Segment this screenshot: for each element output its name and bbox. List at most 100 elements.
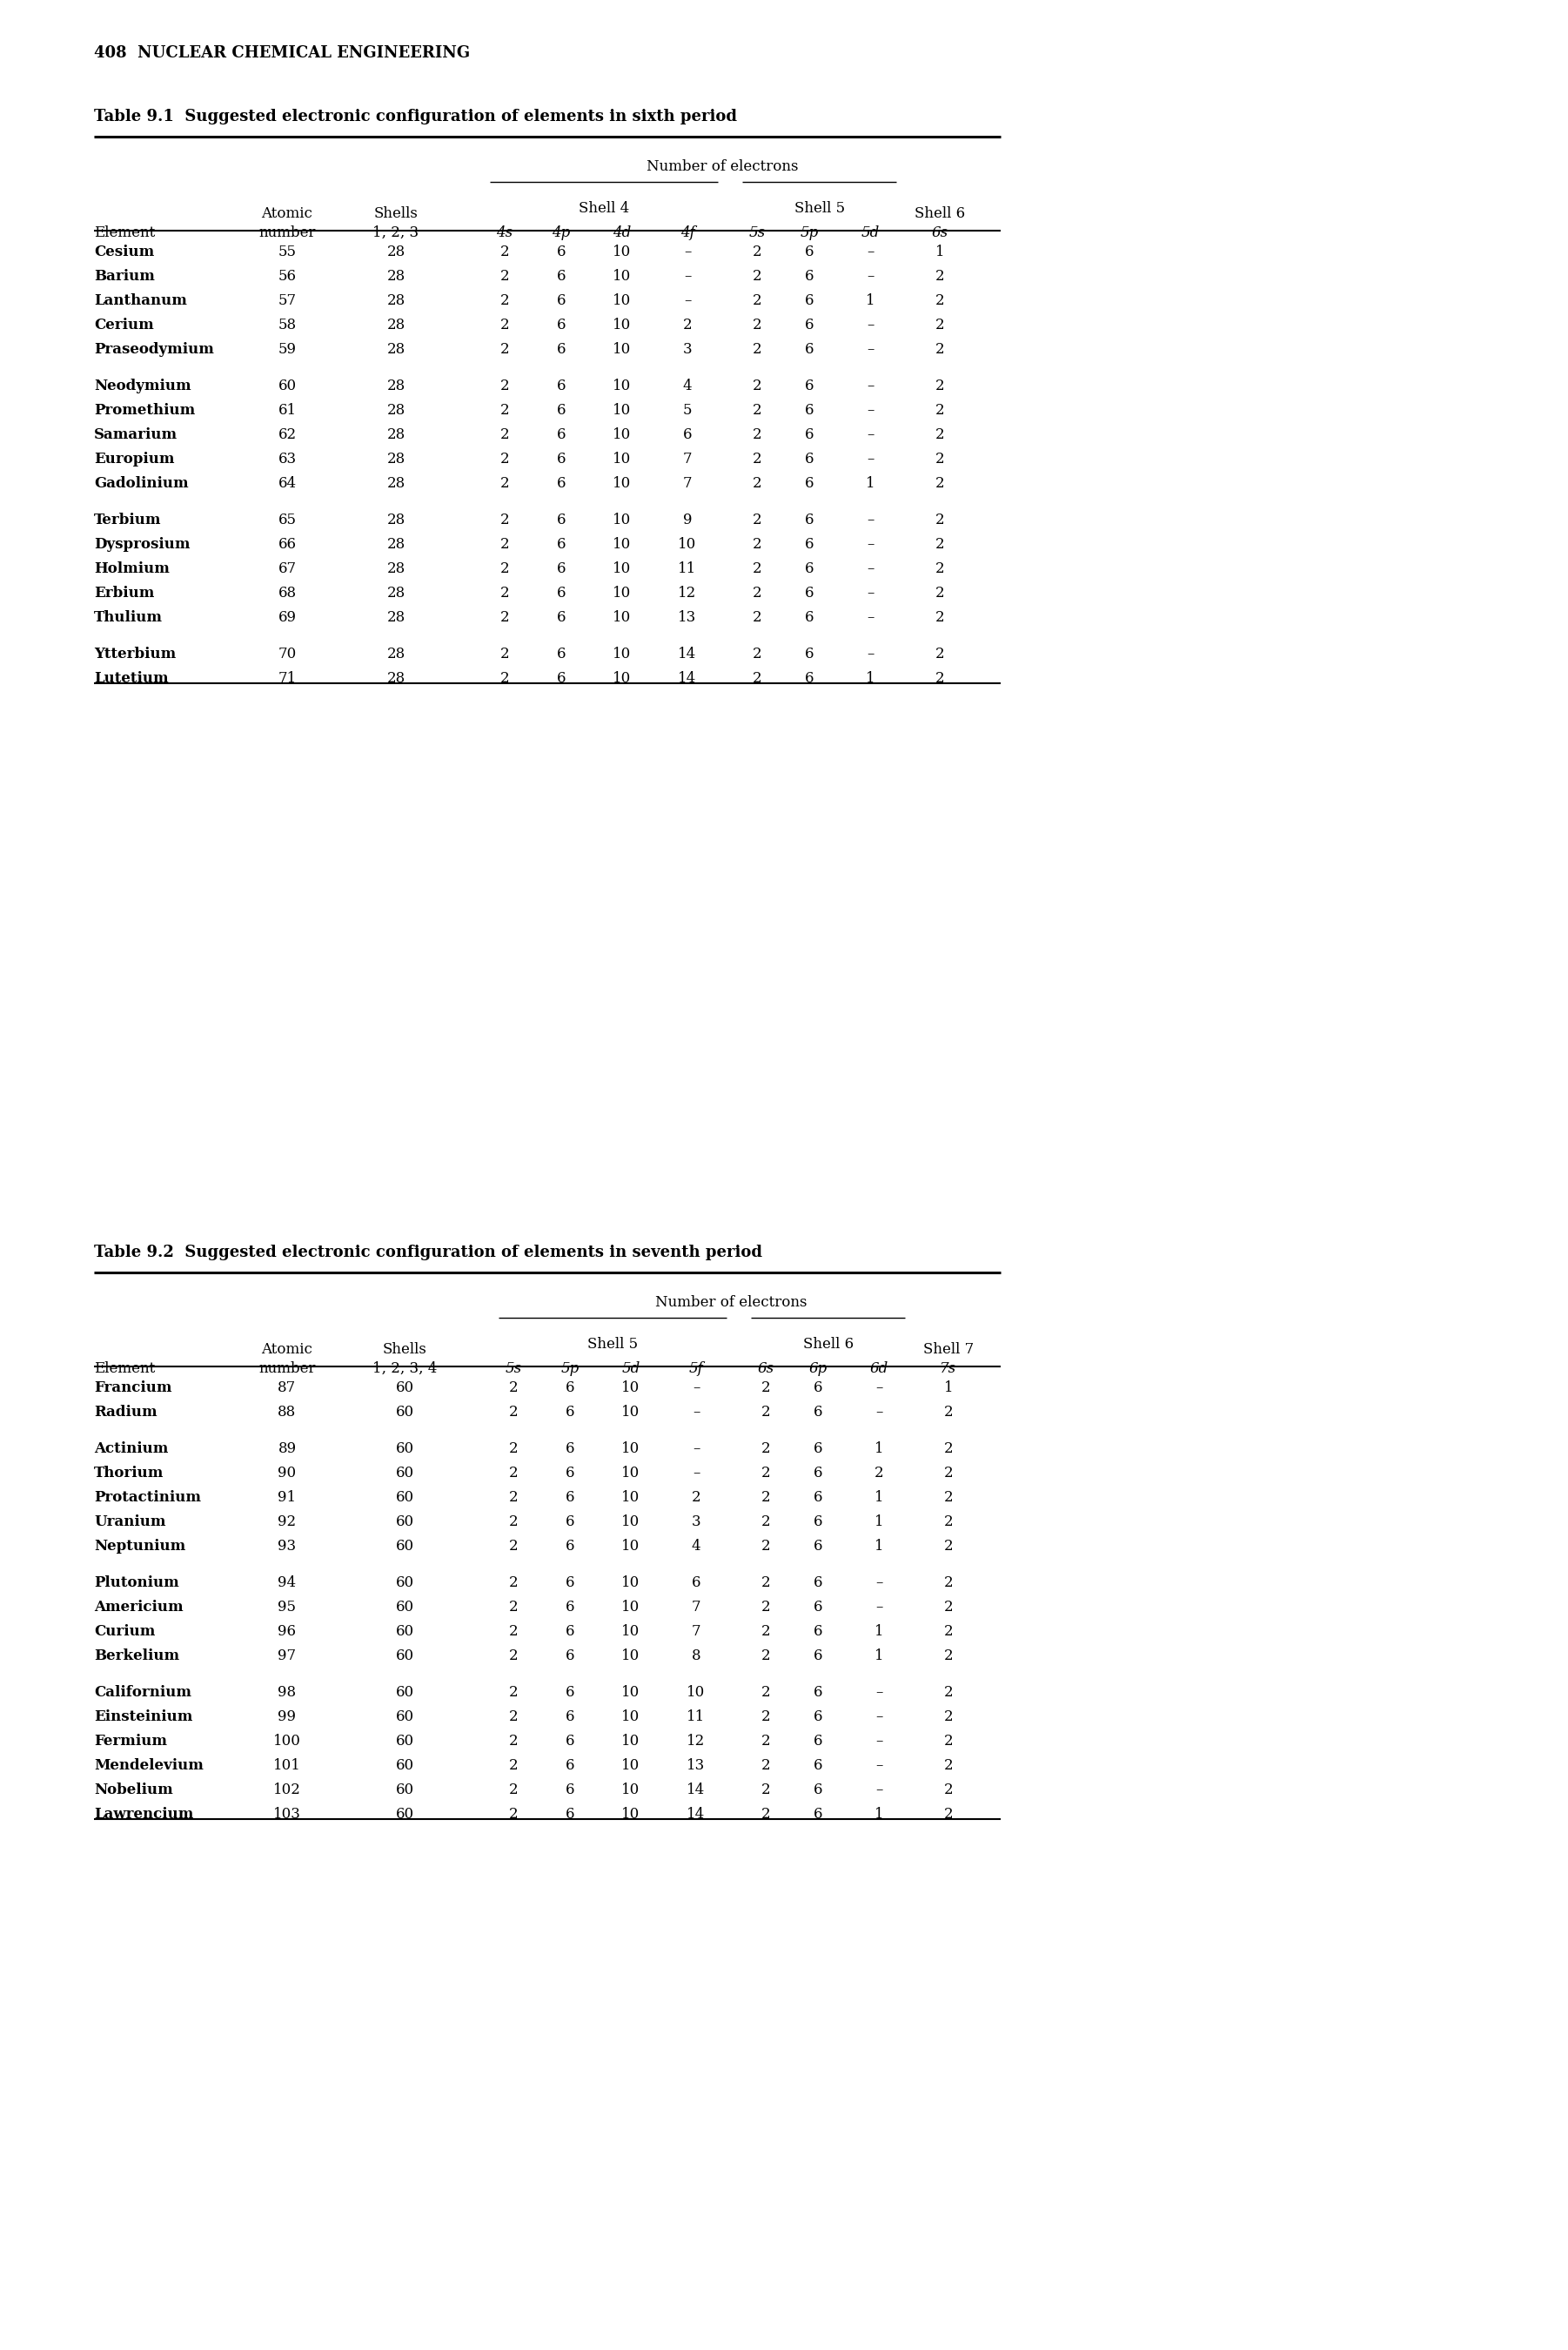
Text: 6: 6 [566,1539,574,1553]
Text: 6: 6 [557,538,566,552]
Text: 10: 10 [621,1624,640,1638]
Text: –: – [693,1379,699,1396]
Text: 6: 6 [804,317,814,331]
Text: Americium: Americium [94,1600,183,1614]
Text: 6: 6 [814,1600,823,1614]
Text: 59: 59 [278,343,296,357]
Text: 2: 2 [500,343,510,357]
Text: 6: 6 [804,672,814,686]
Text: 6: 6 [814,1490,823,1504]
Text: 6: 6 [557,477,566,491]
Text: 2: 2 [944,1758,953,1772]
Text: 60: 60 [395,1784,414,1798]
Text: 2: 2 [508,1539,517,1553]
Text: 2: 2 [935,512,944,526]
Text: 10: 10 [613,646,632,660]
Text: –: – [867,428,873,442]
Text: 28: 28 [387,244,405,258]
Text: 2: 2 [944,1574,953,1591]
Text: 2: 2 [500,646,510,660]
Text: 60: 60 [395,1466,414,1480]
Text: 2: 2 [760,1513,770,1530]
Text: 10: 10 [613,428,632,442]
Text: 10: 10 [687,1685,706,1699]
Text: 6: 6 [804,268,814,284]
Text: 1: 1 [935,244,944,258]
Text: 2: 2 [682,317,691,331]
Text: 2: 2 [508,1490,517,1504]
Text: 6: 6 [557,402,566,418]
Text: Californium: Californium [94,1685,191,1699]
Text: 2: 2 [944,1647,953,1664]
Text: 2: 2 [944,1539,953,1553]
Text: 2: 2 [944,1600,953,1614]
Text: 6: 6 [804,244,814,258]
Text: 7: 7 [682,477,691,491]
Text: Radium: Radium [94,1405,157,1419]
Text: 28: 28 [387,402,405,418]
Text: 6: 6 [814,1466,823,1480]
Text: 2: 2 [760,1758,770,1772]
Text: 61: 61 [278,402,296,418]
Text: 2: 2 [508,1600,517,1614]
Text: number: number [259,1361,315,1377]
Text: –: – [693,1466,699,1480]
Text: 7: 7 [691,1624,701,1638]
Text: 2: 2 [935,343,944,357]
Text: 11: 11 [687,1708,706,1725]
Text: 7s: 7s [941,1361,956,1377]
Text: 7: 7 [691,1600,701,1614]
Text: Shell 6: Shell 6 [914,207,964,221]
Text: 6s: 6s [931,226,949,240]
Text: 1, 2, 3, 4: 1, 2, 3, 4 [372,1361,437,1377]
Text: 2: 2 [753,538,762,552]
Text: number: number [259,226,315,240]
Text: 6s: 6s [757,1361,775,1377]
Text: –: – [867,451,873,468]
Text: 28: 28 [387,268,405,284]
Text: 1: 1 [875,1539,883,1553]
Text: 2: 2 [935,268,944,284]
Text: 10: 10 [613,611,632,625]
Text: 2: 2 [944,1784,953,1798]
Text: 6: 6 [566,1624,574,1638]
Text: Erbium: Erbium [94,585,154,602]
Text: 60: 60 [395,1513,414,1530]
Text: 71: 71 [278,672,296,686]
Text: 6: 6 [566,1513,574,1530]
Text: 6: 6 [814,1807,823,1821]
Text: 13: 13 [679,611,696,625]
Text: 6: 6 [814,1685,823,1699]
Text: 28: 28 [387,512,405,526]
Text: 6: 6 [814,1513,823,1530]
Text: 88: 88 [278,1405,296,1419]
Text: 1: 1 [875,1513,883,1530]
Text: 2: 2 [753,244,762,258]
Text: –: – [875,1574,883,1591]
Text: 10: 10 [613,378,632,392]
Text: 6: 6 [566,1405,574,1419]
Text: –: – [693,1441,699,1457]
Text: 6: 6 [557,672,566,686]
Text: –: – [684,268,691,284]
Text: Atomic: Atomic [262,1342,312,1356]
Text: 93: 93 [278,1539,296,1553]
Text: 6: 6 [804,611,814,625]
Text: Berkelium: Berkelium [94,1647,179,1664]
Text: 14: 14 [679,646,696,660]
Text: Neptunium: Neptunium [94,1539,185,1553]
Text: 2: 2 [500,562,510,576]
Text: Francium: Francium [94,1379,172,1396]
Text: 10: 10 [621,1758,640,1772]
Text: 2: 2 [500,268,510,284]
Text: 1, 2, 3: 1, 2, 3 [373,226,419,240]
Text: 2: 2 [760,1405,770,1419]
Text: 6: 6 [557,585,566,602]
Text: 6: 6 [566,1708,574,1725]
Text: 28: 28 [387,451,405,468]
Text: 5: 5 [682,402,691,418]
Text: 60: 60 [395,1734,414,1748]
Text: 10: 10 [621,1807,640,1821]
Text: –: – [875,1734,883,1748]
Text: 6: 6 [804,512,814,526]
